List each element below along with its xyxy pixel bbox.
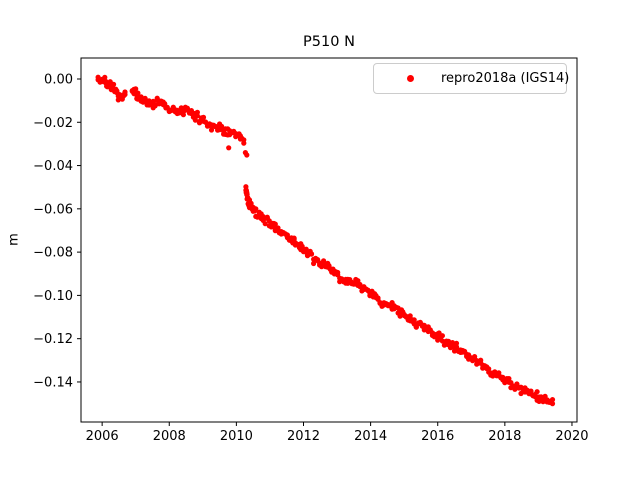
- y-tick-label: −0.06: [33, 202, 73, 217]
- chart-title: P510 N: [303, 34, 355, 50]
- data-point: [135, 90, 141, 96]
- data-point: [95, 74, 101, 80]
- y-tick-label: −0.08: [33, 246, 73, 261]
- data-point: [478, 357, 484, 363]
- plot-frame: [80, 57, 578, 423]
- data-point: [439, 333, 445, 339]
- x-tick-label: 2018: [488, 429, 521, 444]
- x-tick-label: 2010: [220, 429, 253, 444]
- x-tick-label: 2016: [421, 429, 454, 444]
- data-point: [180, 112, 186, 118]
- data-point: [194, 109, 200, 115]
- data-point: [375, 295, 381, 301]
- data-point: [472, 354, 478, 360]
- y-tick-label: −0.14: [33, 375, 73, 390]
- data-point: [549, 401, 556, 407]
- data-point: [534, 389, 540, 395]
- data-point: [178, 105, 184, 111]
- data-point: [194, 113, 200, 119]
- data-point: [411, 317, 417, 323]
- data-point: [549, 397, 556, 403]
- data-point: [506, 376, 512, 382]
- y-axis-label: m: [6, 233, 22, 246]
- y-tick-label: −0.04: [33, 159, 73, 174]
- data-point: [162, 101, 168, 107]
- y-axis-ticks: 0.00 −0.02 −0.04 −0.06 −0.08 −0.10 −0.12 −0.14: [33, 72, 81, 390]
- data-point: [284, 232, 290, 238]
- data-point: [308, 251, 315, 257]
- data-point: [335, 269, 341, 276]
- x-tick-label: 2008: [153, 429, 186, 444]
- data-point: [262, 221, 268, 227]
- legend-marker-dot: [407, 75, 414, 82]
- data-point: [208, 127, 215, 133]
- data-point: [176, 110, 182, 116]
- y-tick-label: −0.12: [33, 332, 73, 347]
- legend: repro2018a (IGS14): [373, 63, 570, 94]
- data-point: [449, 340, 456, 346]
- y-tick-label: −0.02: [33, 116, 73, 131]
- data-point: [311, 260, 317, 267]
- x-tick-label: 2006: [86, 429, 119, 444]
- data-point: [219, 124, 225, 130]
- data-point: [536, 398, 542, 404]
- data-point: [111, 81, 117, 87]
- x-tick-label: 2014: [354, 429, 387, 444]
- y-tick-label: −0.10: [33, 289, 73, 304]
- data-point: [192, 117, 198, 123]
- outlier-point: [226, 145, 232, 151]
- data-point: [122, 91, 128, 98]
- data-point: [272, 221, 278, 227]
- outlier-points: [226, 145, 250, 158]
- data-point: [200, 114, 207, 120]
- x-tick-label: 2012: [287, 429, 320, 444]
- data-point: [407, 313, 413, 319]
- data-point: [102, 74, 108, 80]
- x-tick-label: 2020: [555, 429, 588, 444]
- data-point: [241, 137, 247, 143]
- data-point: [152, 103, 158, 109]
- y-tick-label: 0.00: [44, 72, 73, 87]
- data-point: [138, 94, 144, 100]
- outlier-point: [244, 152, 250, 158]
- data-point: [496, 370, 502, 376]
- scatter-points: [95, 74, 556, 407]
- data-point: [453, 340, 460, 346]
- legend-label: repro2018a (IGS14): [441, 71, 570, 86]
- data-point: [253, 206, 259, 212]
- data-point: [133, 86, 139, 92]
- x-axis-ticks: 2006 2008 2010 2012 2014 2016 2018 2020: [86, 422, 589, 444]
